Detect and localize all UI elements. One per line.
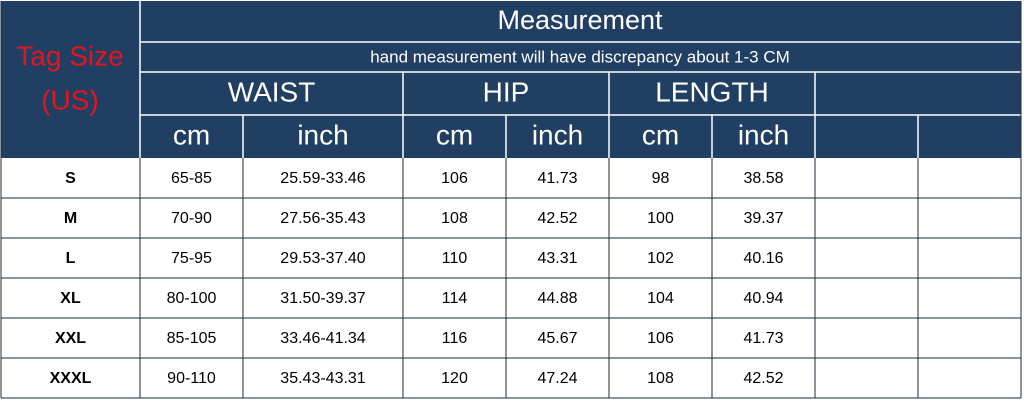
cell-value: 44.88 bbox=[537, 290, 577, 307]
size-label: XXXL bbox=[50, 370, 92, 387]
cell-value: 45.67 bbox=[537, 330, 577, 347]
cell-value: 27.56-35.43 bbox=[280, 210, 366, 227]
cell-value: 41.73 bbox=[743, 330, 783, 347]
cell-value: 39.37 bbox=[743, 210, 783, 227]
unit-label: inch bbox=[738, 119, 789, 150]
cell-value: 106 bbox=[441, 170, 468, 187]
unit-label: cm bbox=[436, 119, 473, 150]
cell-value: 110 bbox=[442, 250, 468, 267]
cell-value: 35.43-43.31 bbox=[280, 370, 366, 387]
cell-value: 100 bbox=[647, 210, 674, 227]
unit-label: inch bbox=[297, 119, 348, 150]
cell-value: 29.53-37.40 bbox=[280, 250, 366, 267]
size-label: S bbox=[65, 170, 76, 187]
cell-value: 106 bbox=[647, 330, 674, 347]
subtitle: hand measurement will have discrepancy a… bbox=[370, 47, 790, 66]
cell-value: 33.46-41.34 bbox=[280, 330, 366, 347]
size-label: XL bbox=[60, 290, 81, 307]
size-label: L bbox=[66, 250, 76, 267]
unit-label: cm bbox=[173, 119, 210, 150]
cell-value: 102 bbox=[647, 250, 674, 267]
cell-value: 75-95 bbox=[171, 250, 212, 267]
cell-value: 116 bbox=[442, 330, 468, 347]
unit-label: cm bbox=[642, 119, 679, 150]
size-label: M bbox=[64, 210, 77, 227]
cell-value: 114 bbox=[442, 290, 468, 307]
cell-value: 90-110 bbox=[167, 370, 216, 387]
cell-value: 43.31 bbox=[537, 250, 577, 267]
group-label: WAIST bbox=[228, 76, 316, 107]
cell-value: 65-85 bbox=[171, 170, 212, 187]
cell-value: 25.59-33.46 bbox=[280, 170, 366, 187]
cell-value: 70-90 bbox=[171, 210, 212, 227]
cell-value: 47.24 bbox=[537, 370, 577, 387]
title: Measurement bbox=[497, 5, 663, 35]
cell-value: 120 bbox=[441, 370, 468, 387]
cell-value: 108 bbox=[441, 210, 468, 227]
cell-value: 42.52 bbox=[743, 370, 783, 387]
cell-value: 80-100 bbox=[167, 290, 217, 307]
cell-value: 40.94 bbox=[743, 290, 783, 307]
cell-value: 85-105 bbox=[167, 330, 217, 347]
group-label: LENGTH bbox=[655, 76, 769, 107]
tag-size-label: Tag Size bbox=[16, 40, 123, 71]
cell-value: 104 bbox=[647, 290, 674, 307]
header-background bbox=[1, 1, 1021, 158]
cell-value: 108 bbox=[647, 370, 674, 387]
tag-size-label: (US) bbox=[41, 84, 99, 115]
cell-value: 98 bbox=[652, 170, 670, 187]
cell-value: 40.16 bbox=[743, 250, 783, 267]
unit-label: inch bbox=[532, 119, 583, 150]
cell-value: 42.52 bbox=[537, 210, 577, 227]
cell-value: 41.73 bbox=[537, 170, 577, 187]
group-label: HIP bbox=[483, 76, 530, 107]
size-label: XXL bbox=[55, 330, 86, 347]
cell-value: 38.58 bbox=[743, 170, 783, 187]
cell-value: 31.50-39.37 bbox=[280, 290, 366, 307]
